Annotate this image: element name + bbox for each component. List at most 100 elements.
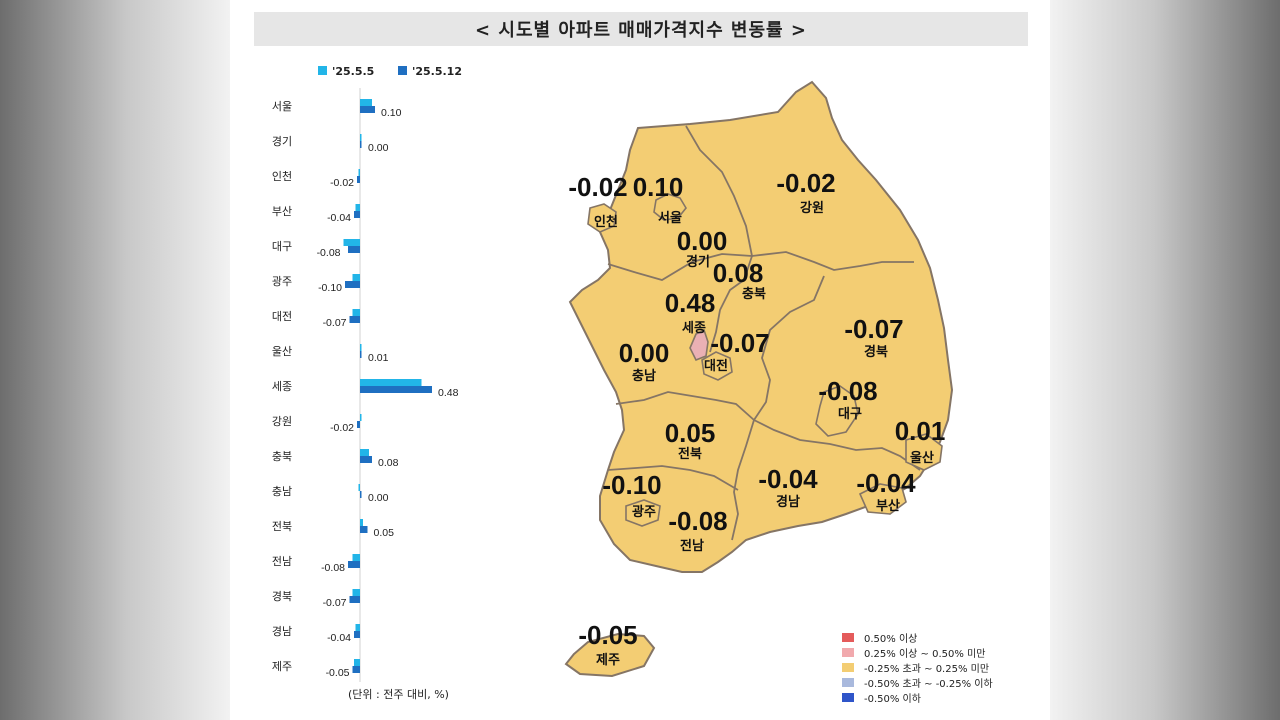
legend-label: -0.25% 초과 ~ 0.25% 미만 bbox=[864, 664, 990, 675]
category-label: 부산 bbox=[272, 205, 292, 218]
border-jeonbuk-jeonnam bbox=[607, 465, 739, 491]
map-value-label: 0.48 bbox=[665, 288, 716, 318]
chart-legend: '25.5.5 '25.5.12 bbox=[318, 65, 462, 78]
map-jeju bbox=[564, 632, 656, 678]
bar-prev-week bbox=[360, 344, 362, 351]
map-daegu bbox=[815, 385, 859, 437]
bar-prev-week bbox=[354, 659, 360, 666]
map-legend-item: -0.50% 초과 ~ -0.25% 이하 bbox=[842, 675, 993, 690]
right-background bbox=[1050, 0, 1280, 720]
category-label: 인천 bbox=[272, 169, 292, 183]
legend-label: -0.50% 초과 ~ -0.25% 이하 bbox=[864, 679, 993, 690]
border-jeolla-gyeongnam bbox=[731, 419, 755, 541]
bar-this-week bbox=[345, 281, 360, 288]
bar-prev-week bbox=[355, 624, 360, 631]
map-daejeon bbox=[701, 351, 733, 381]
bar-prev-week bbox=[360, 379, 422, 386]
map-region-label: 전남 bbox=[680, 538, 704, 554]
bar-this-week bbox=[354, 211, 360, 218]
map-legend-item: -0.50% 이하 bbox=[842, 690, 993, 705]
data-label: -0.10 bbox=[318, 282, 342, 294]
bar-prev-week bbox=[352, 589, 360, 596]
bar-prev-week bbox=[352, 309, 360, 316]
map-value-label: -0.04 bbox=[758, 464, 818, 494]
category-label: 전북 bbox=[272, 520, 292, 533]
map-value-label: -0.07 bbox=[710, 328, 769, 358]
bar-prev-week bbox=[352, 554, 360, 561]
map-value-label: -0.05 bbox=[578, 620, 637, 650]
border-gyeongbuk-gyeongnam bbox=[753, 419, 921, 471]
map-value-label: 0.00 bbox=[619, 338, 670, 368]
map-region-label: 충남 bbox=[632, 368, 656, 384]
category-label: 경북 bbox=[272, 590, 292, 603]
category-label: 제주 bbox=[272, 660, 292, 673]
map-region-label: 대전 bbox=[704, 358, 728, 374]
bar-this-week bbox=[348, 561, 360, 568]
data-label: -0.08 bbox=[317, 247, 341, 259]
map-region-label: 강원 bbox=[800, 200, 824, 216]
map-seoul bbox=[653, 193, 687, 221]
map-region-label: 세종 bbox=[682, 321, 706, 336]
map-region-label: 인천 bbox=[594, 214, 618, 230]
category-label: 경기 bbox=[272, 135, 292, 148]
legend-swatch bbox=[842, 678, 854, 687]
category-label: 광주 bbox=[272, 275, 292, 288]
map-value-label: -0.07 bbox=[844, 314, 903, 344]
data-label: -0.02 bbox=[330, 422, 354, 434]
legend-swatch bbox=[842, 648, 854, 657]
bar-prev-week bbox=[358, 484, 360, 491]
bar-this-week bbox=[349, 596, 360, 603]
map-value-label: 0.01 bbox=[895, 416, 946, 446]
bar-this-week bbox=[349, 316, 360, 323]
map-region-label: 전북 bbox=[678, 446, 702, 462]
bar-prev-week bbox=[343, 239, 360, 246]
map-value-label: -0.04 bbox=[856, 468, 916, 498]
data-label: 0.08 bbox=[378, 457, 399, 469]
data-label: -0.08 bbox=[321, 562, 345, 574]
unit-note: (단위 : 전주 대비, %) bbox=[348, 688, 449, 701]
data-label: -0.07 bbox=[323, 597, 347, 609]
legend-label: 0.25% 이상 ~ 0.50% 미만 bbox=[864, 649, 986, 660]
legend-label: 0.50% 이상 bbox=[864, 634, 918, 645]
bar-this-week bbox=[348, 246, 360, 253]
data-label: -0.04 bbox=[327, 632, 351, 644]
map-busan bbox=[858, 483, 907, 515]
border-north-central bbox=[607, 251, 914, 281]
category-label: 경남 bbox=[272, 625, 292, 638]
infographic-card: < 시도별 아파트 매매가격지수 변동률 > '25.5.5 '25.5.12 서… bbox=[230, 0, 1050, 720]
bar-rows: 서울 0.10 경기 0.00 인천 -0.02 부산 -0.04 대구 -0.08 광주 -0.10… bbox=[272, 99, 459, 679]
map-region-label: 서울 bbox=[658, 210, 682, 226]
bar-prev-week bbox=[360, 519, 363, 526]
bar-this-week bbox=[360, 386, 432, 393]
bar-prev-week bbox=[358, 169, 360, 176]
bar-prev-week bbox=[360, 99, 372, 106]
map-region-label: 경기 bbox=[686, 254, 710, 270]
map-value-label: 0.00 bbox=[677, 226, 728, 256]
map-legend: 0.50% 이상 0.25% 이상 ~ 0.50% 미만 -0.25% 초과 ~… bbox=[842, 630, 993, 705]
data-label: -0.05 bbox=[326, 667, 350, 679]
left-background bbox=[0, 0, 230, 720]
map-value-label: -0.08 bbox=[668, 506, 727, 536]
data-label: -0.04 bbox=[327, 212, 351, 224]
bar-prev-week bbox=[360, 134, 362, 141]
bar-this-week bbox=[360, 106, 375, 113]
bar-this-week bbox=[360, 141, 362, 148]
page-title: < 시도별 아파트 매매가격지수 변동률 > bbox=[254, 12, 1028, 46]
bar-chart: '25.5.5 '25.5.12 서울 0.10 경기 0.00 인천 -0.02 부산 -0.… bbox=[272, 65, 462, 682]
legend-label: '25.5.5 bbox=[332, 65, 374, 78]
map-value-label: 0.08 bbox=[713, 258, 764, 288]
map-region-label: 광주 bbox=[632, 505, 656, 520]
legend-label: '25.5.12 bbox=[412, 65, 462, 78]
map-region-label: 울산 bbox=[910, 450, 934, 466]
legend-swatch bbox=[398, 66, 407, 75]
category-label: 전남 bbox=[272, 555, 292, 568]
data-label: 0.10 bbox=[381, 107, 402, 119]
bar-this-week bbox=[354, 631, 360, 638]
map-value-label: 0.10 bbox=[633, 172, 684, 202]
category-label: 충남 bbox=[272, 485, 292, 498]
data-label: 0.05 bbox=[374, 527, 395, 539]
map-legend-item: 0.25% 이상 ~ 0.50% 미만 bbox=[842, 645, 993, 660]
data-label: -0.02 bbox=[330, 177, 354, 189]
data-label: 0.01 bbox=[368, 352, 389, 364]
